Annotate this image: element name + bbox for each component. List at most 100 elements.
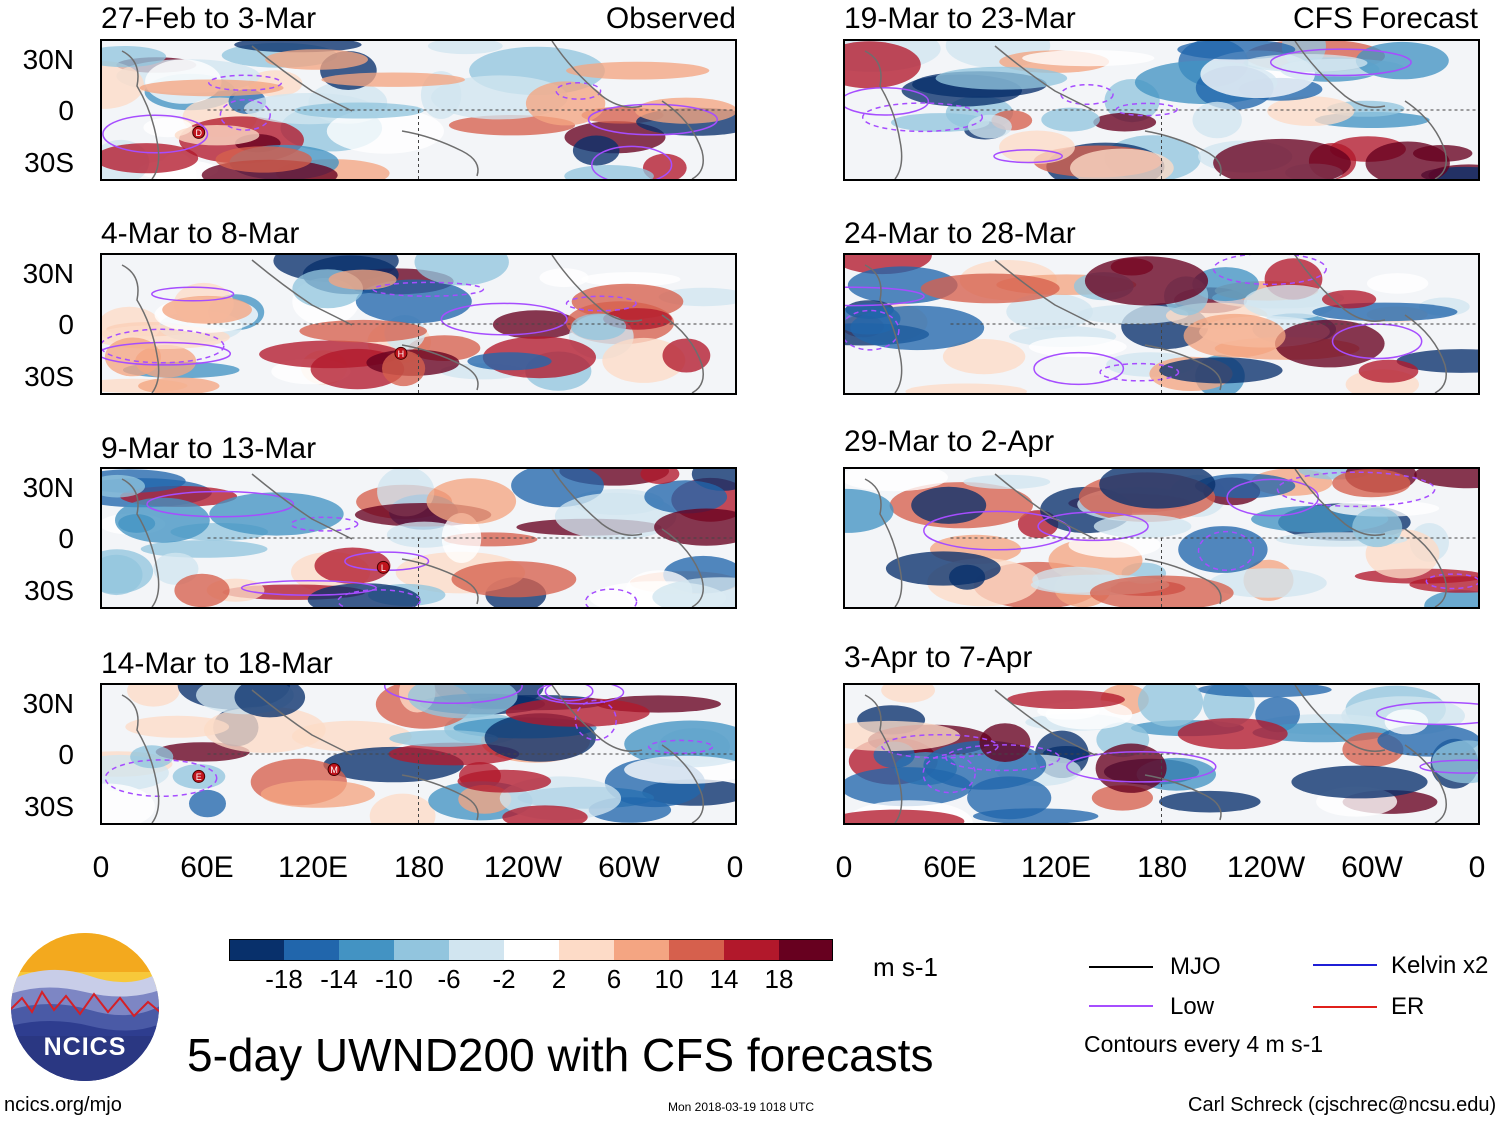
panel-title: 9-Mar to 13-Mar [101, 432, 317, 465]
coastline [121, 478, 160, 607]
svg-text:H: H [398, 349, 405, 359]
coastline [121, 694, 160, 823]
colorbar-units: m s-1 [873, 952, 938, 982]
low-contour [555, 82, 602, 100]
lon-label: 120W [483, 851, 563, 884]
coastline [251, 473, 353, 540]
low-contour [372, 281, 485, 297]
event-marker: L [376, 560, 390, 574]
wind-anomaly-blob [920, 273, 1060, 304]
wind-anomaly-blob [979, 723, 1031, 762]
wind-anomaly-blob [942, 339, 1026, 375]
wind-anomaly-blob [1396, 349, 1478, 373]
wind-anomaly-blob [389, 730, 499, 747]
mjo-legend-line [1089, 966, 1153, 968]
wind-anomaly-blob [581, 272, 681, 287]
colorbar-tick: 18 [764, 964, 794, 994]
wind-anomaly-blob [104, 337, 161, 377]
u-wind-field [845, 685, 1478, 823]
coastline [1294, 685, 1386, 752]
wind-anomaly-blob [554, 492, 677, 540]
colorbar-segment [229, 939, 285, 961]
colorbar-segment [614, 939, 670, 961]
wind-anomaly-blob [963, 474, 1051, 489]
wind-anomaly-blob [1070, 148, 1174, 179]
lon-label: 60W [1341, 851, 1403, 884]
wind-anomaly-blob [1192, 267, 1259, 302]
wind-anomaly-blob [102, 474, 145, 498]
coastline [1144, 344, 1222, 391]
wind-anomaly-blob [139, 79, 284, 97]
wind-anomaly-blob [640, 469, 680, 484]
low-contour [383, 685, 523, 705]
low-legend-line [1089, 1005, 1153, 1007]
wind-anomaly-blob [407, 685, 518, 719]
colorbar-segment [724, 939, 780, 961]
wind-anomaly-blob [642, 153, 687, 179]
low-contour [537, 685, 625, 705]
wind-anomaly-blob [321, 72, 465, 87]
lat-label: 0 [58, 95, 74, 126]
wind-anomaly-blob [949, 564, 986, 590]
wind-anomaly-blob [492, 310, 580, 339]
colorbar-tick: 14 [709, 964, 739, 994]
wind-anomaly-blob [234, 685, 306, 718]
coastline [661, 528, 704, 607]
wind-anomaly-blob [369, 793, 436, 823]
kelvin-legend-line [1313, 964, 1377, 966]
legend-label: ER [1391, 993, 1425, 1020]
wind-anomaly-blob [502, 805, 588, 823]
svg-text:D: D [195, 128, 202, 138]
low-contour [104, 759, 218, 798]
wind-anomaly-blob [1093, 514, 1192, 538]
wind-anomaly-blob [162, 295, 252, 324]
coastline [864, 694, 903, 823]
wind-anomaly-blob [1095, 743, 1167, 793]
wind-anomaly-blob [662, 338, 711, 373]
contour-note: Contours every 4 m s-1 [1084, 1031, 1324, 1057]
lon-label: 120W [1226, 851, 1306, 884]
wind-anomaly-blob [845, 41, 921, 89]
coastline [864, 478, 903, 607]
low-contour [845, 309, 900, 351]
colorbar-segment [284, 939, 340, 961]
colorbar-segment [394, 939, 450, 961]
coastline [1404, 314, 1447, 393]
wind-anomaly-blob [203, 706, 326, 753]
coastline [1294, 255, 1386, 322]
wind-anomaly-blob [1041, 107, 1100, 132]
wind-anomaly-blob [1159, 357, 1283, 384]
wind-anomaly-blob [215, 146, 312, 173]
wind-anomaly-blob [125, 715, 230, 738]
wind-anomaly-blob [1006, 293, 1093, 331]
footer-url[interactable]: ncics.org/mjo [4, 1094, 122, 1116]
panel-title: 24-Mar to 28-Mar [844, 217, 1076, 250]
panel-title: 27-Feb to 3-Mar [101, 2, 317, 35]
low-contour [102, 328, 225, 364]
event-marker: E [192, 769, 206, 783]
map-panel: D [100, 39, 737, 181]
wind-anomaly-blob [260, 780, 375, 808]
lat-label: 0 [58, 523, 74, 554]
footer-timestamp: Mon 2018-03-19 1018 UTC [668, 1100, 815, 1114]
wind-anomaly-blob [451, 561, 577, 598]
wind-anomaly-blob [635, 97, 735, 124]
lon-label: 180 [1136, 851, 1188, 884]
lon-label: 180 [393, 851, 445, 884]
wind-anomaly-blob [1358, 359, 1419, 383]
wind-anomaly-blob [1291, 765, 1428, 799]
coastline [251, 689, 353, 756]
wind-anomaly-blob [1077, 304, 1189, 324]
wind-anomaly-blob [505, 698, 650, 727]
low-contour [1099, 362, 1180, 382]
legend-label: MJO [1170, 953, 1221, 980]
wind-anomaly-blob [326, 108, 444, 154]
colorbar-tick: -14 [320, 964, 358, 994]
lat-label: 30S [24, 791, 74, 822]
wind-anomaly-blob [571, 313, 627, 341]
wind-anomaly-blob [102, 61, 144, 109]
wind-anomaly-blob [467, 352, 552, 371]
lon-label: 0 [835, 851, 853, 884]
wind-anomaly-blob [355, 279, 472, 324]
wind-anomaly-blob [911, 486, 987, 524]
